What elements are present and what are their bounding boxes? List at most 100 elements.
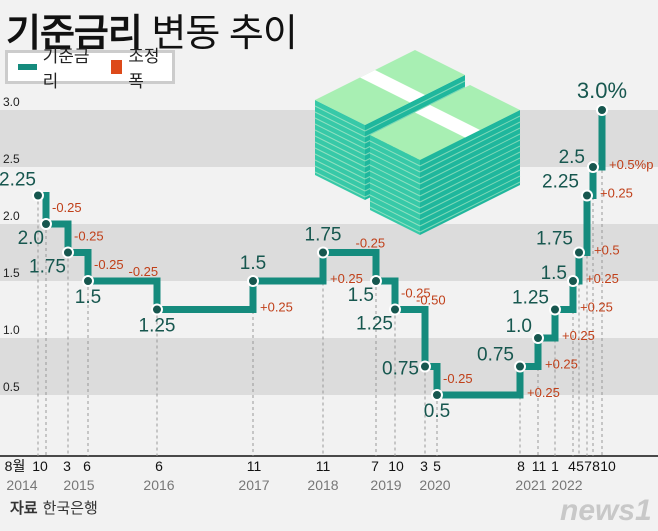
news1-logo: news1 bbox=[560, 494, 652, 527]
change-label: +0.5%p bbox=[609, 157, 653, 172]
y-tick-label: 0.5 bbox=[3, 380, 20, 394]
data-point bbox=[573, 246, 585, 259]
value-label: 2.25 bbox=[0, 170, 36, 191]
x-tick-month: 6 bbox=[155, 458, 163, 474]
value-label: 0.75 bbox=[477, 345, 514, 366]
x-tick-month: 1 bbox=[551, 458, 559, 474]
x-tick-month: 11 bbox=[532, 458, 547, 474]
value-label: 0.5 bbox=[424, 401, 450, 422]
change-label: +0.25 bbox=[545, 357, 578, 372]
chart-title: 기준금리 변동 추이 bbox=[6, 2, 298, 57]
x-tick-year: 2014 bbox=[6, 477, 37, 493]
x-tick-year: 2017 bbox=[238, 477, 269, 493]
change-label: +0.25 bbox=[330, 271, 363, 286]
x-tick-month: 10 bbox=[600, 458, 616, 474]
value-label: 1.25 bbox=[356, 314, 393, 335]
value-label: 1.25 bbox=[139, 316, 176, 337]
value-label: 1.5 bbox=[240, 253, 266, 274]
data-point bbox=[389, 303, 401, 316]
title-bold: 기준금리 bbox=[6, 13, 143, 55]
change-label: +0.25 bbox=[562, 328, 595, 343]
value-label: 1.5 bbox=[348, 285, 374, 306]
title-light: 변동 추이 bbox=[151, 13, 297, 55]
value-label: 1.0 bbox=[506, 316, 532, 337]
x-tick-year: 2020 bbox=[419, 477, 450, 493]
legend: 기준금리 조정폭 bbox=[5, 47, 175, 91]
data-point bbox=[419, 360, 431, 373]
x-tick-month: 3 bbox=[420, 458, 428, 474]
change-label: +0.5 bbox=[594, 243, 620, 258]
value-label: 1.75 bbox=[305, 225, 342, 246]
change-label: +0.25 bbox=[260, 300, 293, 315]
x-tick-month: 8 bbox=[517, 458, 525, 474]
data-point bbox=[431, 389, 443, 401]
change-label: -0.25 bbox=[443, 371, 473, 386]
legend-swatch-rate bbox=[18, 64, 37, 70]
legend-label-rate: 기준금리 bbox=[42, 47, 90, 91]
value-label: 2.25 bbox=[542, 172, 579, 193]
value-label: 1.25 bbox=[512, 288, 549, 309]
legend-swatch-change bbox=[111, 60, 123, 74]
value-label: 3.0% bbox=[577, 78, 627, 103]
x-tick-month: 8월 bbox=[5, 458, 26, 474]
x-tick-month: 8 bbox=[592, 458, 600, 474]
value-label: 2.5 bbox=[559, 147, 585, 168]
change-label: +0.25 bbox=[586, 271, 619, 286]
data-point bbox=[317, 246, 329, 259]
data-point bbox=[549, 303, 561, 316]
x-tick-month: 5 bbox=[576, 458, 584, 474]
grid-band bbox=[0, 338, 658, 395]
y-tick-label: 3.0 bbox=[3, 95, 20, 109]
value-label: 0.75 bbox=[382, 359, 419, 380]
data-point bbox=[532, 332, 544, 344]
change-label: -0.25 bbox=[129, 264, 159, 279]
x-tick-year: 2019 bbox=[370, 477, 401, 493]
change-label: -0.25 bbox=[401, 285, 431, 300]
data-point bbox=[596, 104, 608, 116]
x-tick-year: 2016 bbox=[143, 477, 174, 493]
x-tick-month: 7 bbox=[371, 458, 379, 474]
x-tick-month: 11 bbox=[316, 458, 331, 474]
x-tick-year: 2015 bbox=[63, 477, 94, 493]
value-label: 2.0 bbox=[18, 228, 44, 249]
legend-label-change: 조정폭 bbox=[128, 47, 160, 91]
x-tick-year: 2022 bbox=[551, 477, 582, 493]
change-label: -0.25 bbox=[74, 228, 104, 243]
data-point bbox=[32, 189, 44, 202]
x-tick-month: 5 bbox=[433, 458, 441, 474]
value-label: 1.75 bbox=[536, 229, 573, 250]
x-tick-month: 6 bbox=[83, 458, 91, 474]
change-label: +0.25 bbox=[527, 385, 560, 400]
data-point bbox=[62, 246, 74, 259]
x-tick-month: 3 bbox=[63, 458, 71, 474]
data-point bbox=[82, 275, 94, 287]
value-label: 1.75 bbox=[29, 257, 66, 278]
source-label: 자료 bbox=[10, 500, 38, 517]
data-point bbox=[587, 161, 599, 173]
change-label: -0.25 bbox=[94, 257, 124, 272]
data-point bbox=[514, 360, 526, 373]
x-tick-month: 10 bbox=[32, 458, 48, 474]
y-tick-label: 2.5 bbox=[3, 152, 20, 166]
y-tick-label: 2.0 bbox=[3, 209, 20, 223]
x-tick-month: 10 bbox=[388, 458, 404, 474]
data-point bbox=[370, 275, 382, 287]
change-label: -0.50 bbox=[416, 293, 446, 308]
value-label: 1.5 bbox=[75, 287, 101, 308]
change-label: +0.25 bbox=[580, 300, 613, 315]
value-label: 1.5 bbox=[541, 263, 567, 284]
change-label: -0.25 bbox=[52, 200, 82, 215]
money-stack-icon bbox=[369, 85, 521, 235]
x-tick-month: 7 bbox=[584, 458, 592, 474]
x-tick-month: 4 bbox=[568, 458, 576, 474]
data-point bbox=[40, 218, 52, 230]
source-value: 한국은행 bbox=[42, 500, 98, 517]
change-label: +0.25 bbox=[600, 186, 633, 201]
x-tick-year: 2018 bbox=[307, 477, 338, 493]
x-tick-month: 11 bbox=[247, 458, 262, 474]
data-point bbox=[247, 275, 259, 287]
source: 자료 한국은행 bbox=[10, 497, 98, 518]
data-point bbox=[151, 303, 163, 316]
change-label: -0.25 bbox=[356, 236, 386, 251]
